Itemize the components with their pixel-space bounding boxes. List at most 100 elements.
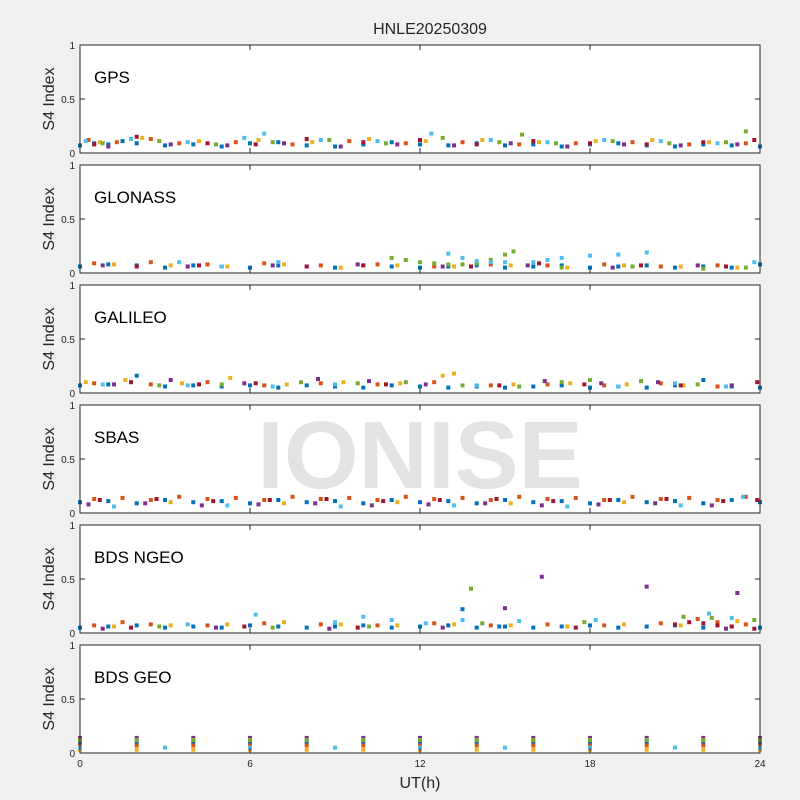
data-point — [460, 255, 465, 260]
y-axis-label: S4 Index — [41, 307, 58, 370]
data-point — [418, 260, 422, 265]
data-point — [735, 265, 740, 270]
data-point — [588, 378, 592, 382]
data-point — [537, 140, 541, 145]
data-point — [531, 738, 536, 742]
data-point — [724, 264, 728, 269]
data-point — [531, 625, 536, 630]
data-point — [219, 384, 224, 389]
data-point — [112, 504, 116, 509]
data-point — [503, 745, 507, 750]
y-tick-label: 0 — [69, 149, 75, 160]
data-point — [715, 141, 720, 146]
data-point — [573, 495, 578, 500]
data-point — [602, 498, 607, 502]
panel-glonass: 0 0.5 1 GLONASS S4 Index — [41, 161, 762, 280]
data-point — [658, 264, 663, 269]
data-point — [508, 141, 513, 146]
data-point — [338, 504, 343, 509]
data-point — [667, 141, 672, 146]
data-point — [602, 383, 607, 388]
data-point — [242, 381, 247, 386]
panel-gps: 0 0.5 1 GPS S4 Index — [41, 41, 762, 160]
data-point — [318, 381, 323, 386]
data-point — [282, 620, 286, 625]
data-point — [304, 137, 309, 141]
data-point — [743, 141, 748, 146]
data-point — [565, 144, 570, 149]
data-point — [290, 142, 295, 147]
data-point — [318, 622, 323, 627]
data-point — [134, 501, 139, 506]
data-point — [262, 621, 267, 626]
data-point — [123, 378, 128, 382]
data-point — [262, 131, 267, 136]
data-point — [418, 740, 422, 745]
data-point — [602, 623, 607, 628]
data-point — [361, 623, 366, 628]
data-point — [687, 495, 692, 500]
data-point — [707, 611, 711, 616]
data-point — [219, 625, 224, 630]
data-point — [531, 735, 536, 740]
data-point — [338, 622, 343, 627]
data-point — [644, 263, 649, 268]
data-point — [539, 574, 544, 579]
data-point — [418, 735, 422, 740]
data-point — [537, 261, 541, 266]
data-point — [395, 142, 400, 147]
data-point — [276, 385, 281, 390]
data-point — [214, 625, 218, 630]
data-point — [735, 619, 740, 624]
data-point — [381, 499, 386, 504]
data-point — [256, 138, 261, 142]
data-point — [313, 501, 318, 506]
data-point — [225, 622, 230, 627]
data-point — [375, 623, 380, 628]
data-point — [248, 623, 252, 628]
data-point — [120, 495, 125, 500]
data-point — [559, 144, 564, 149]
data-point — [508, 623, 513, 628]
data-point — [469, 586, 473, 591]
data-point — [565, 504, 570, 509]
data-point — [474, 740, 479, 745]
data-point — [106, 144, 111, 149]
data-point — [100, 626, 105, 631]
data-point — [276, 260, 281, 265]
data-point — [531, 264, 536, 269]
data-point — [355, 381, 360, 386]
data-point — [389, 255, 394, 260]
data-point — [446, 143, 451, 148]
data-point — [369, 503, 374, 508]
data-point — [395, 263, 400, 268]
data-point — [211, 499, 216, 504]
data-point — [474, 263, 479, 268]
data-point — [503, 252, 507, 257]
data-point — [384, 141, 388, 146]
data-point — [474, 743, 479, 748]
data-point — [262, 261, 267, 266]
data-point — [418, 743, 422, 748]
data-point — [554, 141, 558, 146]
data-point — [148, 622, 153, 627]
y-tick-label: 0.5 — [61, 215, 75, 226]
data-point — [616, 141, 621, 146]
data-point — [545, 263, 550, 268]
data-point — [531, 500, 536, 505]
data-point — [715, 623, 720, 628]
data-point — [622, 263, 626, 268]
data-point — [488, 262, 493, 267]
data-point — [610, 139, 615, 144]
data-point — [361, 385, 366, 390]
data-point — [724, 384, 728, 389]
data-point — [588, 253, 592, 258]
data-point — [276, 140, 281, 145]
data-point — [418, 265, 422, 270]
data-point — [460, 618, 465, 622]
data-point — [503, 143, 507, 148]
data-point — [695, 263, 700, 268]
data-point — [497, 383, 502, 388]
panel-bds-ngeo: 0 0.5 1 BDS NGEO S4 Index — [41, 521, 762, 640]
data-point — [480, 621, 485, 626]
